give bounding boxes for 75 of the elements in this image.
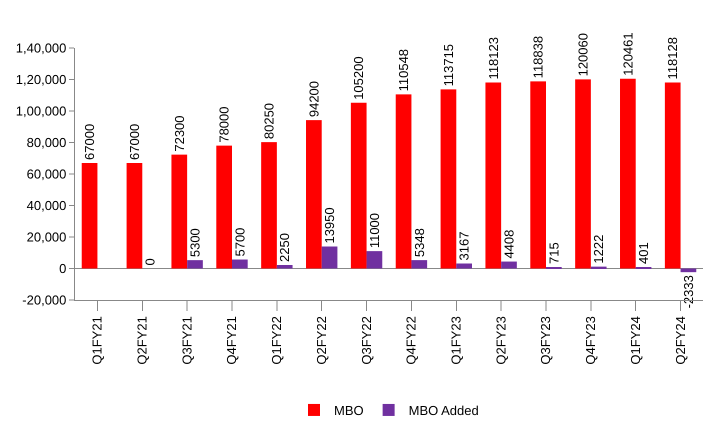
y-tick-label: 0 <box>59 261 66 276</box>
y-tick-label: 1,40,000 <box>16 40 66 56</box>
bar <box>620 78 636 268</box>
bar <box>396 94 412 268</box>
bar <box>126 162 142 268</box>
legend-label: MBO Added <box>408 403 479 418</box>
bar <box>216 146 232 268</box>
bar <box>440 89 456 268</box>
data-label: 5348 <box>412 228 427 258</box>
data-label: 80250 <box>262 102 277 140</box>
data-label: 2250 <box>277 233 292 262</box>
data-label: 715 <box>546 242 562 264</box>
bar <box>575 79 591 268</box>
data-label: 13950 <box>322 207 338 244</box>
data-label: 5300 <box>187 228 202 258</box>
data-label: 67000 <box>82 124 98 160</box>
data-label: -2333 <box>680 275 696 308</box>
y-tick-label: 40,000 <box>26 198 66 214</box>
x-tick-label: Q3FY21 <box>179 316 194 365</box>
x-tick-label: Q4FY22 <box>404 316 419 365</box>
x-tick-label: Q4FY21 <box>224 316 240 365</box>
x-tick-label: Q1FY24 <box>628 316 643 365</box>
y-tick-label: 80,000 <box>26 135 66 150</box>
y-tick-label: -20,000 <box>22 292 66 308</box>
bar <box>664 82 681 268</box>
data-label: 105200 <box>351 56 366 100</box>
data-label: 1222 <box>591 234 606 264</box>
bar <box>530 81 546 268</box>
bar <box>456 264 472 268</box>
bar <box>82 162 98 268</box>
data-label: 3167 <box>456 232 472 261</box>
bar <box>306 120 322 268</box>
x-tick-label: Q1FY23 <box>448 316 464 365</box>
y-tick-label: 1,20,000 <box>16 72 66 88</box>
x-tick-label: Q3FY23 <box>538 316 554 365</box>
data-label: 0 <box>142 258 158 266</box>
data-label: 67000 <box>126 124 142 160</box>
bar <box>366 251 382 268</box>
data-label: 4408 <box>501 230 516 259</box>
bar <box>261 142 277 268</box>
data-label: 120461 <box>620 32 636 76</box>
data-label: 72300 <box>172 115 187 152</box>
data-label: 118128 <box>665 37 680 80</box>
x-tick-label: Q4FY23 <box>583 316 598 365</box>
data-label: 78000 <box>216 106 232 143</box>
bar <box>350 102 367 268</box>
x-tick-label: Q2FY21 <box>134 316 150 365</box>
bar <box>680 268 696 272</box>
x-tick-label: Q1FY21 <box>90 316 105 365</box>
y-tick-label: 20,000 <box>26 230 66 245</box>
x-tick-label: Q3FY22 <box>358 316 374 365</box>
bar <box>322 246 338 268</box>
bar <box>411 260 428 268</box>
data-label: 11000 <box>366 212 382 248</box>
data-label: 5700 <box>232 228 248 257</box>
data-label: 120060 <box>576 33 591 76</box>
x-tick-label: Q2FY23 <box>493 316 508 365</box>
data-label: 118838 <box>530 36 546 78</box>
data-label: 118123 <box>486 37 501 80</box>
bar <box>232 260 248 268</box>
bar <box>485 82 502 268</box>
bar <box>501 262 517 268</box>
data-label: 401 <box>636 242 652 264</box>
x-tick-label: Q2FY22 <box>314 316 329 365</box>
y-tick-label: 60,000 <box>26 166 66 182</box>
y-tick-label: 1,00,000 <box>16 104 66 119</box>
bar <box>276 264 293 268</box>
data-label: 113715 <box>440 44 456 86</box>
x-tick-label: Q2FY24 <box>672 316 688 365</box>
bar <box>187 260 203 268</box>
data-label: 110548 <box>396 48 412 92</box>
bar <box>171 154 188 268</box>
legend-label: MBO <box>334 403 364 418</box>
data-label: 94200 <box>306 80 322 118</box>
x-tick-label: Q1FY22 <box>269 316 284 365</box>
